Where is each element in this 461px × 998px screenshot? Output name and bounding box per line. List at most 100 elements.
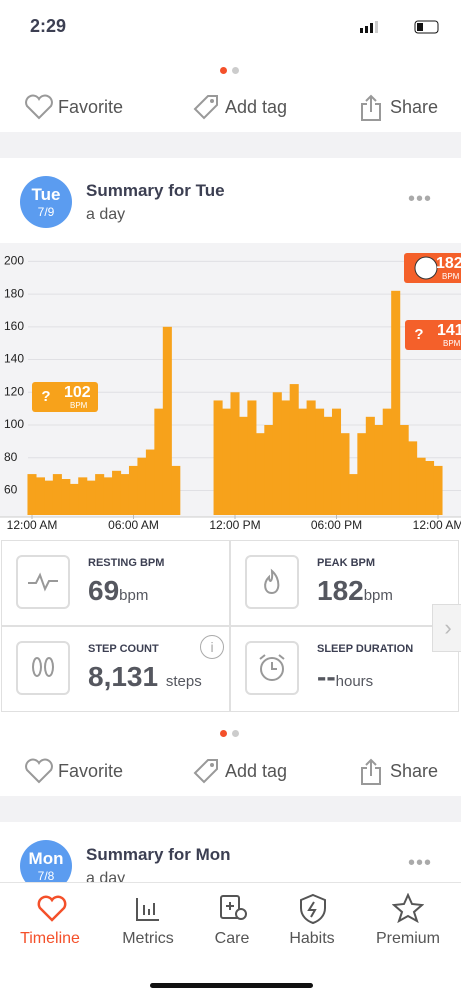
hr-bar — [137, 457, 147, 515]
hr-bar — [272, 392, 282, 515]
tab[interactable]: Care — [214, 930, 250, 947]
hr-bar — [95, 474, 105, 515]
hr-bar — [416, 457, 426, 515]
tab-icon — [37, 895, 67, 922]
hr-bar — [213, 400, 223, 515]
y-tick-label: 100 — [4, 417, 24, 431]
tag-icon — [193, 759, 218, 784]
stat-value: 8,131 steps — [88, 661, 202, 693]
hr-bar — [382, 408, 392, 515]
hr-bar — [399, 425, 409, 515]
stat-label: RESTING BPM — [88, 557, 165, 569]
hr-bar — [145, 449, 155, 515]
favorite-button[interactable]: Favorite — [58, 97, 124, 117]
y-tick-label: 160 — [4, 319, 24, 333]
stat-tile: STEP COUNT 8,131 steps i — [1, 626, 230, 712]
tab[interactable]: Habits — [289, 930, 335, 947]
hr-bar — [171, 465, 181, 515]
stat-unit: steps — [165, 673, 202, 690]
y-tick-label: 200 — [4, 254, 24, 268]
more-button[interactable]: ••• — [408, 188, 433, 210]
hr-bar — [86, 480, 96, 515]
tab[interactable]: Timeline — [20, 930, 80, 947]
hr-bar — [298, 408, 308, 515]
stat-label: SLEEP DURATION — [317, 643, 414, 655]
hr-bar — [315, 408, 325, 515]
stat-number: 182 — [317, 575, 364, 606]
share-button[interactable]: Share — [390, 97, 439, 117]
heart-icon — [25, 758, 53, 784]
stat-unit: hours — [335, 673, 374, 690]
hr-bar — [281, 400, 291, 515]
home-indicator — [150, 983, 313, 988]
card-title: Summary for Mon — [86, 845, 231, 864]
hr-bar — [128, 465, 139, 515]
x-tick-label: 06:00 AM — [108, 518, 159, 532]
next-arrow[interactable]: › — [432, 604, 461, 652]
stat-icon — [245, 641, 299, 695]
day: Tue — [31, 185, 61, 204]
tab-icon — [392, 893, 424, 923]
top-panel: 2:29 Favorite Add tag Share — [0, 0, 461, 132]
annotation-box — [405, 320, 461, 350]
hr-bar — [433, 465, 443, 515]
favorite-button[interactable]: Favorite — [58, 761, 124, 781]
card-subtitle: a day — [86, 206, 126, 223]
annotation-box — [32, 382, 98, 412]
stat-unit: bpm — [363, 587, 393, 604]
hr-bar — [331, 408, 342, 515]
stat-icon — [245, 555, 299, 609]
stat-tile: RESTING BPM 69bpm — [1, 540, 230, 626]
more-button[interactable]: ••• — [408, 852, 433, 874]
annotation-value: 182 — [436, 255, 461, 272]
annotation-mark: ? — [41, 388, 50, 405]
tab[interactable]: Premium — [375, 930, 440, 947]
hr-bar — [154, 408, 164, 515]
hr-bar — [120, 474, 130, 515]
tab[interactable]: Metrics — [122, 930, 174, 947]
day: Mon — [28, 849, 64, 868]
annotation-value: 102 — [64, 384, 91, 401]
hr-bar — [52, 474, 62, 515]
hr-bar — [247, 400, 257, 515]
stat-number: 8,131 — [88, 661, 159, 692]
y-tick-label: 80 — [4, 450, 18, 464]
add-tag-button[interactable]: Add tag — [225, 97, 288, 117]
stat-tile: PEAK BPM 182bpm — [230, 540, 459, 626]
tag-icon — [193, 95, 218, 120]
hr-bar — [357, 433, 367, 515]
hr-bar — [340, 433, 350, 515]
hr-bar — [255, 433, 265, 515]
y-tick-label: 60 — [4, 483, 18, 497]
share-button[interactable]: Share — [390, 761, 439, 781]
tab-icon — [220, 895, 247, 920]
hr-bar — [306, 400, 316, 515]
stat-value: 69bpm — [88, 575, 148, 607]
status-icons — [360, 20, 440, 34]
page-dot — [220, 730, 227, 737]
hr-bar — [27, 474, 37, 515]
x-tick-label: 12:00 PM — [209, 518, 260, 532]
hr-bar — [103, 477, 113, 515]
x-tick-label: 12:00 AM — [7, 518, 58, 532]
info-button[interactable]: i — [200, 635, 224, 659]
stat-icon — [16, 555, 70, 609]
share-icon — [361, 94, 381, 121]
stat-unit: bpm — [119, 587, 149, 604]
annotation-unit: BPM — [70, 401, 88, 410]
hr-bar — [408, 441, 418, 515]
card-title: Summary for Tue — [86, 181, 225, 200]
heart-rate-chart: 60 80 100 120 140 160 180 200 12:00 AM 06:00 AM 12… — [0, 243, 461, 532]
stat-icon — [16, 641, 70, 695]
y-tick-label: 140 — [4, 352, 24, 366]
add-tag-button[interactable]: Add tag — [225, 761, 288, 781]
annotation-unit: BPM — [443, 339, 461, 348]
hr-bar — [44, 480, 54, 515]
hr-bar — [425, 461, 435, 515]
hr-bar — [365, 416, 375, 515]
tab-icon — [300, 893, 326, 925]
page-dot — [232, 67, 239, 74]
time: 2:29 — [30, 16, 67, 36]
stat-value: --hours — [317, 661, 373, 693]
page-dot — [232, 730, 239, 737]
